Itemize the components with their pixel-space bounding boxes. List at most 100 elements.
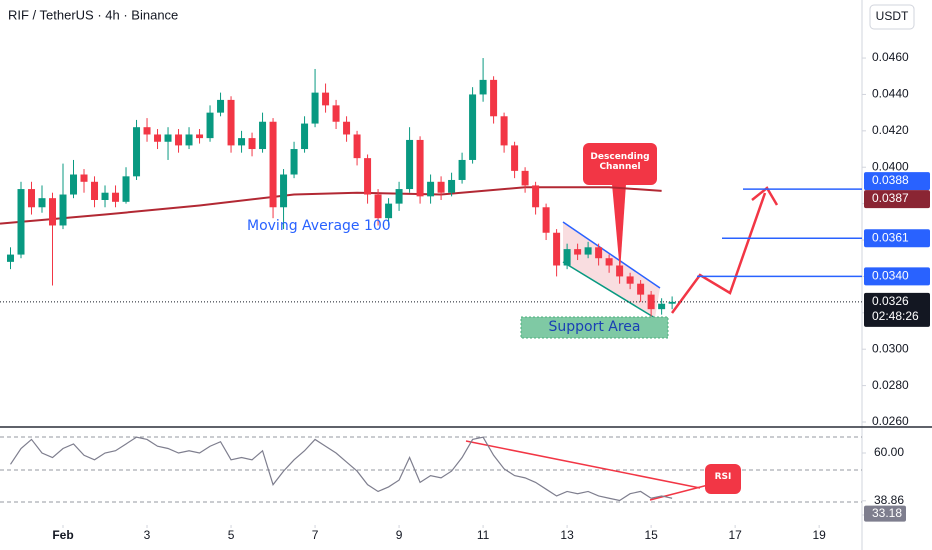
rsi-badge [864, 505, 906, 522]
candle-body [269, 121, 277, 208]
candle-body [143, 127, 151, 135]
candle-body [80, 174, 88, 182]
candle-body [332, 105, 340, 122]
price-badge [864, 172, 930, 191]
rsi-tick-label: 60.00 [874, 445, 904, 459]
candle-body [49, 198, 57, 226]
channel-lower [562, 261, 656, 319]
price-badge [864, 190, 930, 209]
candle-body [500, 116, 508, 146]
candle-body [154, 134, 162, 142]
y-tick-label: 0.0280 [872, 378, 909, 392]
candle-body [206, 112, 214, 139]
x-tick-label: 13 [560, 528, 574, 542]
x-tick-label: 19 [812, 528, 826, 542]
x-tick-label: 9 [396, 528, 403, 542]
candle-body [448, 179, 456, 193]
candle-body [595, 247, 603, 259]
price-badge-label: 0.0340 [872, 269, 909, 283]
candle-body [101, 192, 109, 200]
candle-body [28, 189, 36, 208]
price-badge-label: 0.0387 [872, 191, 909, 205]
candle-body [164, 134, 172, 142]
candle-body [353, 134, 361, 159]
candle-body [542, 207, 550, 233]
current-price-badge [864, 292, 930, 327]
candle-body [17, 189, 25, 255]
rsi-callout [705, 464, 741, 494]
candle-body [647, 294, 655, 310]
candle-body [196, 134, 204, 139]
candle-body [616, 265, 624, 277]
projection-arrow [670, 192, 767, 314]
candle-body [259, 121, 267, 150]
candle-body [469, 94, 477, 160]
candle-body [490, 79, 498, 117]
price-badge-label: 0.0388 [872, 173, 909, 187]
rsi-label: RSI [714, 472, 732, 482]
candle-body [280, 174, 288, 208]
currency: USDT [876, 9, 909, 23]
candle-body [458, 159, 466, 180]
x-tick-label: Feb [52, 528, 73, 542]
rsi-tick-label: 38.86 [874, 493, 904, 507]
callout-pointer [612, 184, 626, 272]
y-tick-label: 0.0420 [872, 123, 909, 137]
x-tick-label: 11 [477, 528, 490, 542]
candle-body [374, 194, 382, 219]
candle-body [668, 301, 676, 304]
x-tick-label: 5 [228, 528, 235, 542]
channel-fill [563, 222, 660, 318]
x-tick-label: 3 [144, 528, 151, 542]
price-badge [864, 267, 930, 286]
rsi-divergence [465, 440, 701, 489]
candle-body [238, 138, 246, 146]
candle-body [416, 139, 424, 197]
rsi-pointer [649, 483, 713, 501]
candle-body [70, 174, 78, 195]
candle-body [658, 303, 666, 310]
candle-body [133, 127, 141, 177]
candle-body [532, 185, 540, 208]
candle-body [290, 149, 298, 175]
candle-body [38, 198, 46, 208]
channel-upper [562, 221, 661, 289]
y-tick-label: 0.0260 [872, 414, 909, 428]
arrow-head [751, 186, 779, 206]
candle-body [322, 92, 330, 106]
y-tick-label: 0.0400 [872, 159, 909, 173]
y-tick-label: 0.0300 [872, 341, 909, 355]
y-tick-label: 0.0460 [872, 50, 909, 64]
candle-body [437, 181, 445, 193]
support-label: Support Area [548, 319, 641, 335]
currency-box[interactable] [869, 4, 915, 30]
candle-body [227, 99, 235, 146]
candle-body [364, 158, 372, 195]
x-tick-label: 15 [644, 528, 658, 542]
candle-body [248, 138, 256, 150]
rsi-line [10, 436, 673, 502]
candle-body [395, 189, 403, 204]
chart-title: RIF / TetherUS · 4h · Binance [8, 7, 178, 22]
candle-body [574, 249, 582, 255]
x-tick-label: 17 [728, 528, 742, 542]
ma-label: Moving Average 100 [247, 218, 391, 234]
candle-body [185, 134, 193, 146]
candle-body [91, 181, 99, 200]
candle-body [521, 170, 529, 186]
price-badge-label: 0.0361 [872, 230, 909, 244]
candle-body [7, 254, 15, 262]
callout-box [583, 143, 657, 185]
candle-body [626, 276, 634, 284]
candle-body [511, 145, 519, 171]
candle-body [605, 258, 613, 266]
channel-label: Descending Channel [590, 152, 650, 172]
candle-body [311, 92, 319, 124]
candle-body [427, 181, 435, 197]
candle-body [59, 194, 67, 226]
x-tick-label: 7 [312, 528, 319, 542]
candle-body [563, 249, 571, 266]
y-tick-label: 0.0440 [872, 87, 909, 101]
